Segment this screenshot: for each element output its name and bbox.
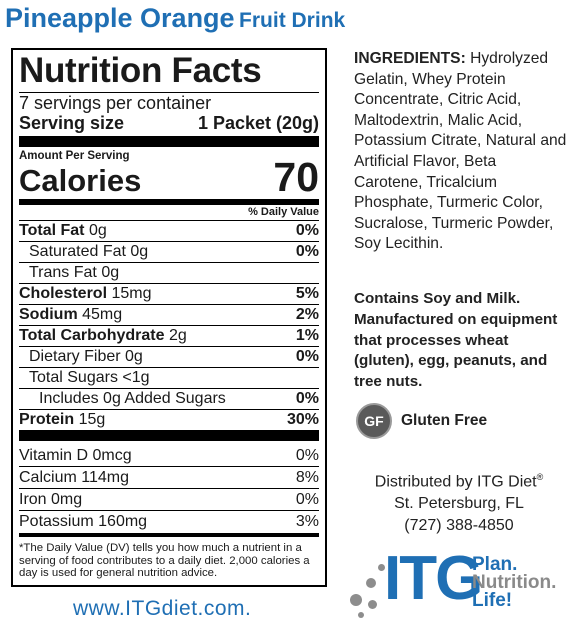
ingredients-list: Hydrolyzed Gelatin, Whey Protein Concent…: [354, 50, 567, 253]
logo-brand: ITG: [384, 544, 483, 613]
nutrient-row-added-sugars: Includes 0g Added Sugars 0%: [19, 388, 319, 409]
serving-size: Serving size 1 Packet (20g): [19, 113, 319, 133]
logo-dot-icon: [368, 600, 377, 609]
calories-row: Calories 70: [19, 157, 319, 198]
gluten-free-icon: GF: [356, 403, 392, 439]
medium-divider: [19, 199, 319, 205]
nutrient-row-trans-fat: Trans Fat 0g: [19, 262, 319, 283]
serving-size-value: 1 Packet (20g): [197, 113, 319, 133]
nutrient-row-protein: Protein 15g 30%: [19, 409, 319, 428]
nutrition-facts-heading: Nutrition Facts: [19, 51, 262, 90]
vitamin-row-iron: Iron 0mg 0%: [19, 488, 319, 510]
gluten-free-badge: GF Gluten Free: [356, 403, 487, 439]
nutrient-row-dietary-fiber: Dietary Fiber 0g 0%: [19, 346, 319, 367]
product-subtitle: Fruit Drink: [239, 9, 346, 32]
distributor-name: Distributed by ITG Diet: [374, 473, 537, 491]
vitamin-row-vitamin-d: Vitamin D 0mcg 0%: [19, 446, 319, 464]
daily-value-header: % Daily Value: [248, 206, 319, 218]
vitamin-row-potassium: Potassium 160mg 3%: [19, 510, 319, 532]
vitamin-row-calcium: Calcium 114mg 8%: [19, 466, 319, 488]
serving-size-label: Serving size: [19, 113, 125, 133]
product-title: Pineapple Orange Fruit Drink: [5, 3, 345, 34]
allergen-statement: Contains Soy and Milk. Manufactured on e…: [354, 290, 558, 391]
nutrient-row-total-fat: Total Fat 0g 0%: [19, 220, 319, 239]
logo-dot-icon: [350, 594, 362, 606]
nutrition-facts-panel: Nutrition Facts 7 servings per container…: [11, 48, 327, 587]
amount-per-serving: Amount Per Serving: [19, 150, 130, 162]
footnote-divider: [19, 533, 319, 537]
logo-dot-icon: [358, 612, 364, 618]
logo-dot-icon: [378, 564, 385, 571]
website-link[interactable]: www.ITGdiet.com.: [73, 597, 252, 620]
registered-mark: ®: [536, 472, 544, 482]
logo-tagline: Plan. Nutrition. Life!: [472, 554, 557, 611]
ingredients-label: INGREDIENTS:: [354, 50, 466, 67]
calories-label: Calories: [19, 163, 142, 198]
nutrient-row-cholesterol: Cholesterol 15mg 5%: [19, 283, 319, 302]
nutrient-row-total-carbohydrate: Total Carbohydrate 2g 1%: [19, 325, 319, 344]
thick-divider-2: [19, 430, 319, 441]
distributor-city: St. Petersburg, FL: [394, 495, 524, 513]
vitamin-list: Vitamin D 0mcg 0% Calcium 114mg 8% Iron …: [19, 445, 319, 532]
calories-value: 70: [273, 154, 319, 200]
distributor-info: Distributed by ITG Diet® St. Petersburg,…: [340, 466, 578, 537]
thick-divider: [19, 136, 319, 147]
product-name: Pineapple Orange: [5, 3, 235, 33]
gluten-free-label: Gluten Free: [401, 412, 488, 429]
itg-logo: ITG Plan. Nutrition. Life!: [346, 548, 576, 618]
nutrient-row-sodium: Sodium 45mg 2%: [19, 304, 319, 323]
nutrient-row-saturated-fat: Saturated Fat 0g 0%: [19, 241, 319, 262]
servings-per-container: 7 servings per container: [19, 93, 212, 113]
nutrient-row-total-sugars: Total Sugars <1g: [19, 367, 319, 388]
ingredients-text: INGREDIENTS: Hydrolyzed Gelatin, Whey Pr…: [354, 49, 568, 255]
daily-value-footnote: *The Daily Value (DV) tells you how much…: [19, 542, 310, 579]
distributor-phone: (727) 388-4850: [404, 517, 514, 535]
logo-dot-icon: [366, 578, 376, 588]
